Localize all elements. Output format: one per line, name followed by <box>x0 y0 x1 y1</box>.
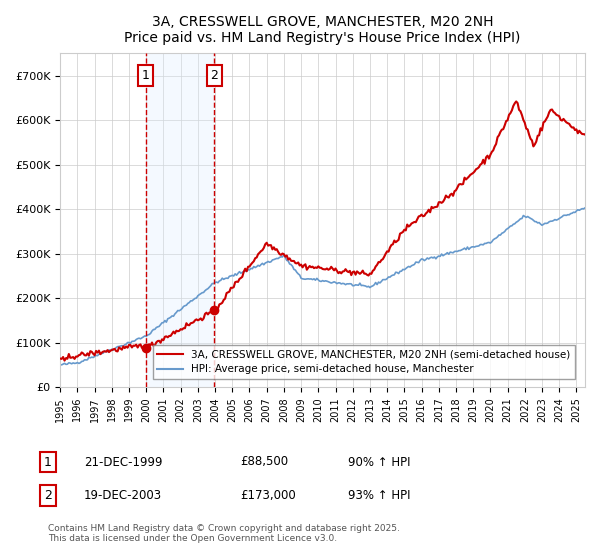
Title: 3A, CRESSWELL GROVE, MANCHESTER, M20 2NH
Price paid vs. HM Land Registry's House: 3A, CRESSWELL GROVE, MANCHESTER, M20 2NH… <box>124 15 521 45</box>
Text: 1: 1 <box>142 69 149 82</box>
Text: 19-DEC-2003: 19-DEC-2003 <box>84 489 162 502</box>
Text: 1: 1 <box>44 455 52 469</box>
Text: 90% ↑ HPI: 90% ↑ HPI <box>348 455 410 469</box>
Text: Contains HM Land Registry data © Crown copyright and database right 2025.
This d: Contains HM Land Registry data © Crown c… <box>48 524 400 543</box>
Text: 21-DEC-1999: 21-DEC-1999 <box>84 455 163 469</box>
Text: £173,000: £173,000 <box>240 489 296 502</box>
Legend: 3A, CRESSWELL GROVE, MANCHESTER, M20 2NH (semi-detached house), HPI: Average pri: 3A, CRESSWELL GROVE, MANCHESTER, M20 2NH… <box>152 345 575 379</box>
Text: £88,500: £88,500 <box>240 455 288 469</box>
Text: 2: 2 <box>44 489 52 502</box>
Bar <box>146 53 214 387</box>
Text: 93% ↑ HPI: 93% ↑ HPI <box>348 489 410 502</box>
Text: 2: 2 <box>211 69 218 82</box>
